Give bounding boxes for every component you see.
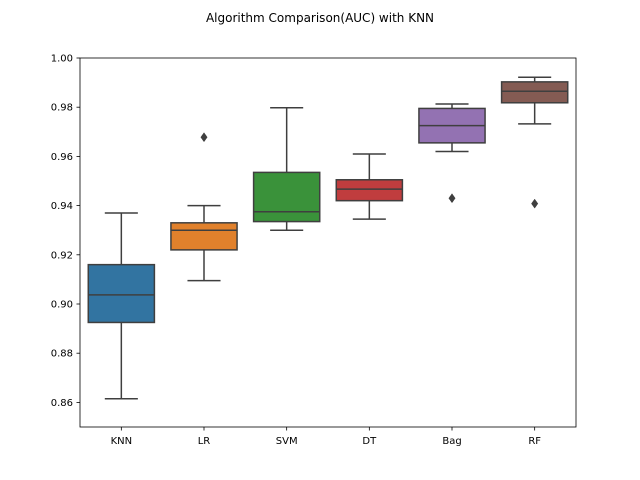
y-tick-label: 0.98 [51, 103, 73, 114]
x-tick-label: LR [198, 436, 211, 447]
axes-frame [79, 57, 577, 428]
x-tick-label: RF [528, 436, 541, 447]
x-tick-label: KNN [111, 436, 133, 447]
y-tick-label: 0.88 [51, 349, 73, 360]
chart-title: Algorithm Comparison(AUC) with KNN [206, 11, 434, 25]
box-dt [335, 179, 404, 202]
outlier-point [531, 198, 539, 209]
x-tick-label: Bag [442, 436, 461, 447]
x-tick-label: SVM [276, 436, 298, 447]
outlier-point [200, 132, 208, 143]
box-svm [252, 171, 321, 223]
box-rf [500, 81, 569, 104]
outlier-point [448, 193, 456, 204]
y-tick-label: 0.90 [51, 300, 73, 311]
y-tick-label: 0.86 [51, 398, 73, 409]
y-tick-label: 0.94 [51, 201, 73, 212]
y-tick-label: 1.00 [51, 54, 73, 65]
box-knn [87, 263, 156, 324]
y-tick-label: 0.92 [51, 250, 73, 261]
box-lr [170, 222, 238, 251]
plot-area: 0.86 0.88 0.90 0.92 0.94 0.96 0.98 1.00 KNN LR SVM… [51, 54, 577, 447]
x-tick-label: DT [362, 436, 377, 447]
y-tick-label: 0.96 [51, 152, 73, 163]
